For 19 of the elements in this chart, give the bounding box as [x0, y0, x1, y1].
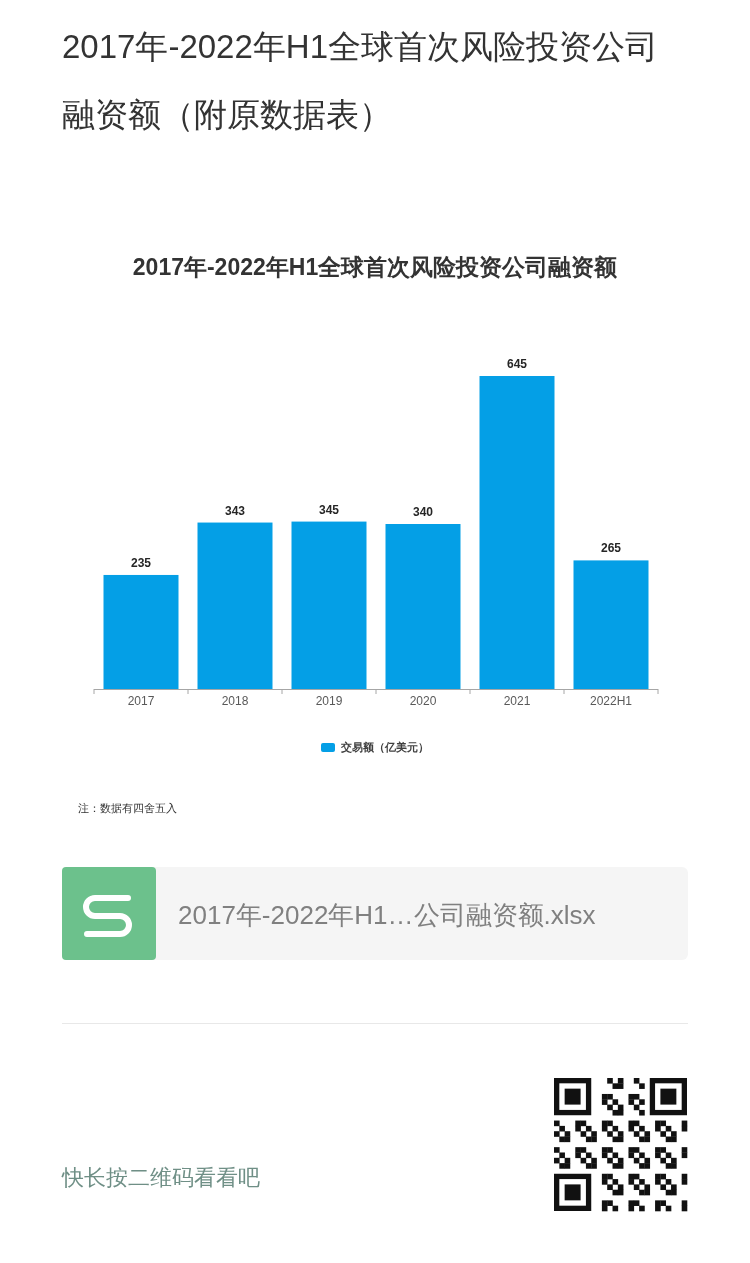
x-tick-label: 2021: [503, 694, 531, 708]
x-tick-label: 2017: [127, 694, 155, 708]
x-tick-label: 2019: [315, 694, 343, 708]
legend: 交易额（亿美元）: [321, 741, 429, 753]
data-label: 343: [224, 503, 246, 518]
data-label: 340: [412, 505, 434, 520]
text: 快长按二维码看看吧: [61, 1164, 260, 1190]
x-tick-label: 2018: [221, 694, 249, 708]
chart-subtitle: 2017年-2022年H1全球首次风险投资公司融资额: [132, 254, 619, 280]
text: 2017年-2022年H1…公司融资额.xlsx: [178, 900, 596, 930]
x-tick-label: 2020: [409, 694, 437, 708]
data-label: 345: [318, 502, 340, 517]
x-tick-label: 2022H1: [589, 694, 633, 708]
data-label: 265: [600, 541, 622, 556]
chart-title: 2017年-2022年H1全球首次风险投资公司融资额（附原数据表）: [62, 27, 659, 135]
legend-label: 交易额（亿美元）: [340, 741, 429, 754]
data-label: 235: [130, 555, 152, 570]
data-label: 645: [506, 357, 528, 371]
text: 注：数据有四舍五入: [78, 802, 177, 814]
